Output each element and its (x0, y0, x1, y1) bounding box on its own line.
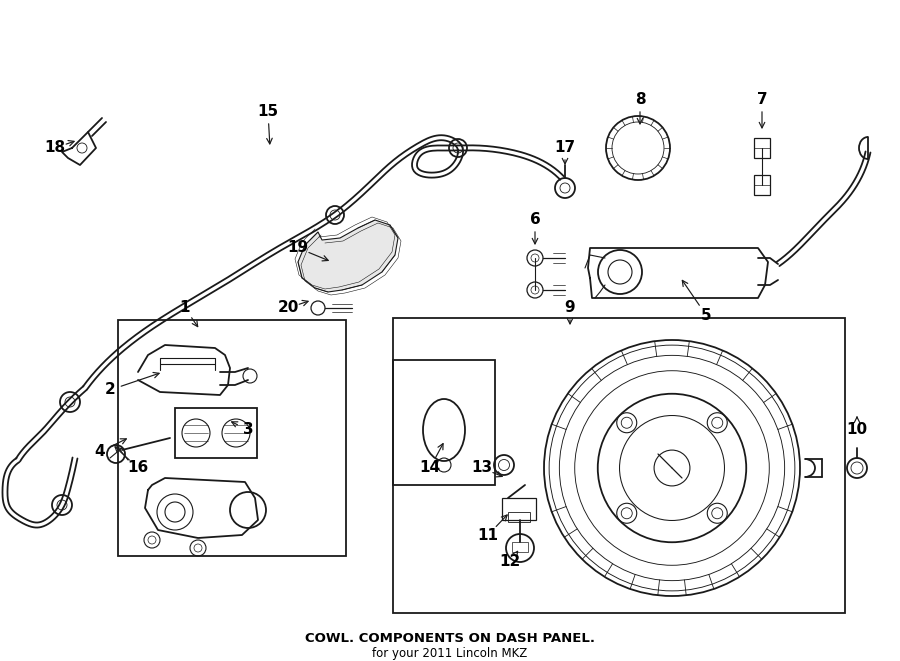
Bar (393, 318, 845, 613)
Bar (393, 360, 495, 485)
Bar (175, 408, 257, 458)
Text: 10: 10 (846, 422, 868, 438)
Bar (508, 512, 530, 522)
Bar (754, 175, 770, 195)
Polygon shape (298, 220, 398, 292)
Bar (512, 542, 528, 552)
Text: 1: 1 (180, 301, 190, 315)
Text: 13: 13 (472, 461, 492, 475)
Text: 3: 3 (243, 422, 253, 438)
Text: 19: 19 (287, 241, 309, 256)
Text: 8: 8 (634, 93, 645, 108)
Text: 2: 2 (104, 383, 115, 397)
Text: 11: 11 (478, 527, 499, 543)
Text: 6: 6 (529, 212, 540, 227)
Bar (118, 320, 346, 556)
Text: 7: 7 (757, 93, 768, 108)
Text: 18: 18 (44, 141, 66, 155)
Text: 4: 4 (94, 444, 105, 459)
Text: COWL. COMPONENTS ON DASH PANEL.: COWL. COMPONENTS ON DASH PANEL. (305, 631, 595, 644)
Bar (502, 498, 536, 520)
Text: 17: 17 (554, 141, 576, 155)
Text: for your 2011 Lincoln MKZ: for your 2011 Lincoln MKZ (373, 648, 527, 660)
Text: 14: 14 (419, 461, 441, 475)
Text: 16: 16 (128, 461, 148, 475)
Bar (754, 138, 770, 158)
Text: 12: 12 (500, 555, 520, 570)
Text: 5: 5 (701, 307, 711, 323)
Text: 9: 9 (564, 301, 575, 315)
Text: 15: 15 (257, 104, 279, 120)
Text: 20: 20 (277, 301, 299, 315)
